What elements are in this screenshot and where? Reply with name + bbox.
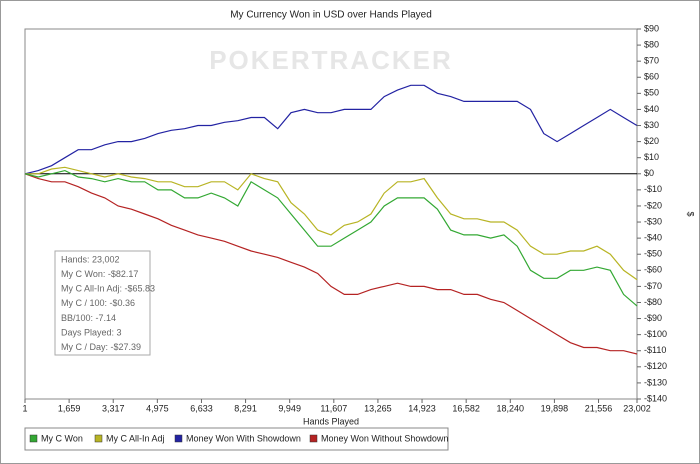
y-tick-label: $70	[644, 56, 659, 66]
x-tick-label: 14,923	[408, 403, 436, 413]
stats-text: My C All-In Adj: -$65.83	[61, 284, 155, 294]
y-tick-label: -$50	[644, 249, 662, 259]
y-axis-label: $	[686, 211, 696, 216]
series-line	[24, 173, 638, 355]
x-tick-label: 1,659	[58, 403, 81, 413]
x-tick-label: 3,317	[102, 403, 125, 413]
plot-area	[24, 28, 638, 400]
legend	[24, 427, 449, 451]
y-tick-label: $40	[644, 104, 659, 114]
x-tick-label: 13,265	[364, 403, 392, 413]
x-tick-label: 16,582	[452, 403, 480, 413]
legend-label: Money Won Without Showdown	[321, 433, 448, 443]
y-tick-label: $50	[644, 88, 659, 98]
x-tick-label: 9,949	[278, 403, 301, 413]
legend-swatch	[309, 434, 318, 443]
y-tick-label: -$70	[644, 281, 662, 291]
stats-text: BB/100: -7.14	[61, 313, 116, 323]
y-tick-label: -$80	[644, 297, 662, 307]
legend-swatch	[29, 434, 38, 443]
x-tick-label: 1	[22, 403, 27, 413]
y-tick-label: -$40	[644, 233, 662, 243]
x-tick-label: 6,633	[190, 403, 213, 413]
y-tick-label: $10	[644, 152, 659, 162]
stats-text: My C / 100: -$0.36	[61, 298, 135, 308]
stats-box	[54, 250, 151, 356]
stats-text: Days Played: 3	[61, 327, 122, 337]
x-tick-label: 23,002	[623, 403, 651, 413]
y-tick-label: -$110	[644, 345, 666, 355]
legend-label: My C All-In Adj	[106, 433, 165, 443]
series-line	[25, 166, 638, 281]
legend-label: My C Won	[41, 433, 83, 443]
y-tick-label: -$120	[644, 361, 667, 371]
y-tick-label: -$60	[644, 265, 662, 275]
y-tick-label: -$10	[644, 184, 662, 194]
stats-text: My C Won: -$82.17	[61, 269, 138, 279]
legend-label: Money Won With Showdown	[186, 433, 301, 443]
y-tick-label: -$100	[644, 329, 667, 339]
y-tick-label: -$140	[644, 393, 667, 403]
series-line	[24, 84, 638, 175]
x-tick-label: 8,291	[234, 403, 257, 413]
x-tick-label: 21,556	[585, 403, 613, 413]
x-tick-label: 4,975	[146, 403, 169, 413]
series-line	[24, 169, 638, 307]
y-tick-label: $0	[644, 168, 654, 178]
watermark: POKERTRACKER	[209, 45, 453, 75]
y-tick-label: $20	[644, 136, 659, 146]
x-tick-label: 18,240	[497, 403, 525, 413]
x-tick-label: 11,607	[320, 403, 347, 413]
y-tick-label: $30	[644, 120, 659, 130]
chart-title: My Currency Won in USD over Hands Played	[230, 10, 432, 21]
stats-text: Hands: 23,002	[61, 254, 120, 264]
y-tick-label: -$90	[644, 313, 662, 323]
y-tick-label: -$130	[644, 377, 667, 387]
x-tick-label: 19,898	[541, 403, 569, 413]
y-tick-label: -$20	[644, 200, 662, 210]
stats-text: My C / Day: -$27.39	[61, 342, 141, 352]
y-tick-label: $60	[644, 72, 659, 82]
x-axis-label: Hands Played	[303, 416, 359, 426]
y-tick-label: -$30	[644, 216, 662, 226]
legend-swatch	[94, 434, 103, 443]
y-tick-label: $90	[644, 23, 659, 33]
legend-swatch	[174, 434, 183, 443]
y-tick-label: $80	[644, 39, 659, 49]
